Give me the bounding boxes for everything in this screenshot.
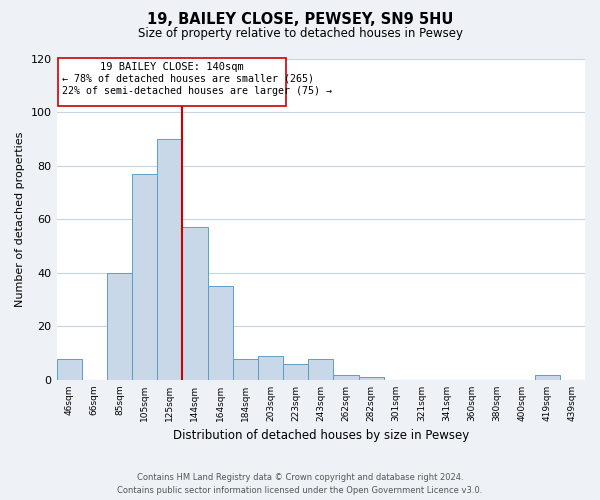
Bar	[535, 374, 560, 380]
Text: ← 78% of detached houses are smaller (265): ← 78% of detached houses are smaller (26…	[62, 74, 314, 84]
Bar	[308, 358, 334, 380]
Bar	[359, 378, 383, 380]
Bar	[56, 358, 82, 380]
Bar	[334, 374, 359, 380]
Text: 19 BAILEY CLOSE: 140sqm: 19 BAILEY CLOSE: 140sqm	[100, 62, 244, 72]
Bar	[107, 273, 132, 380]
X-axis label: Distribution of detached houses by size in Pewsey: Distribution of detached houses by size …	[173, 430, 469, 442]
Bar	[182, 228, 208, 380]
Bar	[208, 286, 233, 380]
Y-axis label: Number of detached properties: Number of detached properties	[15, 132, 25, 307]
Bar	[157, 139, 182, 380]
Bar	[258, 356, 283, 380]
FancyBboxPatch shape	[58, 58, 286, 106]
Bar	[132, 174, 157, 380]
Bar	[283, 364, 308, 380]
Text: 19, BAILEY CLOSE, PEWSEY, SN9 5HU: 19, BAILEY CLOSE, PEWSEY, SN9 5HU	[147, 12, 453, 28]
Bar	[233, 358, 258, 380]
Text: 22% of semi-detached houses are larger (75) →: 22% of semi-detached houses are larger (…	[62, 86, 332, 96]
Text: Size of property relative to detached houses in Pewsey: Size of property relative to detached ho…	[137, 28, 463, 40]
Text: Contains HM Land Registry data © Crown copyright and database right 2024.
Contai: Contains HM Land Registry data © Crown c…	[118, 474, 482, 495]
